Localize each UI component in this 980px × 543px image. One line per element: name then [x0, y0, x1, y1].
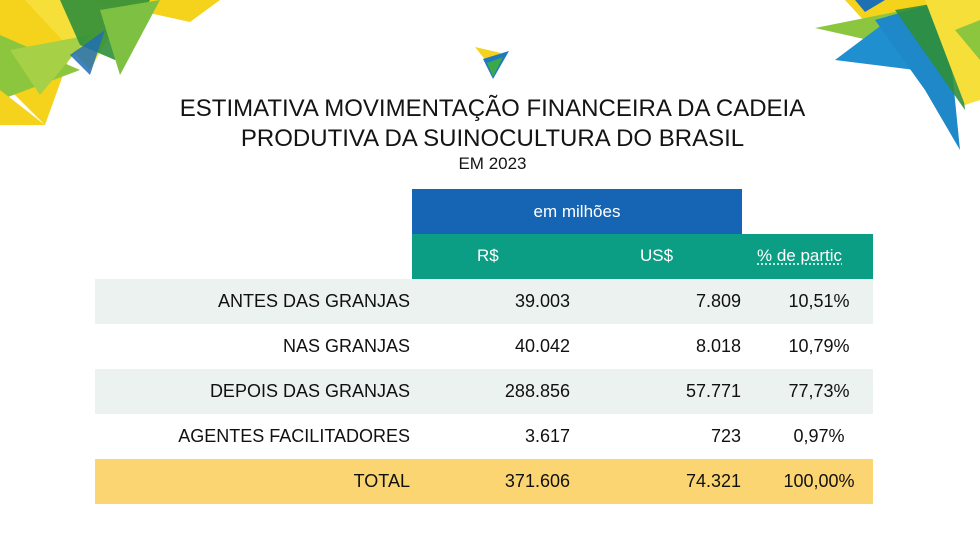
row-label: ANTES DAS GRANJAS	[218, 291, 410, 312]
logo-mark	[473, 45, 513, 83]
row-brl: 39.003	[515, 291, 570, 312]
row-pct: 0,97%	[769, 426, 869, 447]
row-label: DEPOIS DAS GRANJAS	[210, 381, 410, 402]
table-row: AGENTES FACILITADORES 3.617 723 0,97%	[95, 414, 873, 459]
table-total-row: TOTAL 371.606 74.321 100,00%	[95, 459, 873, 504]
row-usd: 723	[711, 426, 741, 447]
row-usd: 57.771	[686, 381, 741, 402]
table-row: NAS GRANJAS 40.042 8.018 10,79%	[95, 324, 873, 369]
column-header-brl: R$	[477, 246, 499, 266]
table-row: ANTES DAS GRANJAS 39.003 7.809 10,51%	[95, 279, 873, 324]
row-brl: 288.856	[505, 381, 570, 402]
row-usd: 7.809	[696, 291, 741, 312]
header-columns: R$ US$ % de partic	[412, 234, 873, 279]
header-units: em milhões	[412, 189, 742, 234]
page-title-line1: ESTIMATIVA MOVIMENTAÇÃO FINANCEIRA DA CA…	[0, 94, 980, 124]
page-subtitle: EM 2023	[0, 154, 980, 174]
column-header-usd: US$	[640, 246, 673, 266]
row-label: AGENTES FACILITADORES	[178, 426, 410, 447]
row-pct: 10,79%	[769, 336, 869, 357]
table-row: DEPOIS DAS GRANJAS 288.856 57.771 77,73%	[95, 369, 873, 414]
header-units-label: em milhões	[534, 202, 621, 222]
page-title-line2: PRODUTIVA DA SUINOCULTURA DO BRASIL	[0, 124, 980, 154]
total-label: TOTAL	[354, 471, 410, 492]
row-brl: 3.617	[525, 426, 570, 447]
row-usd: 8.018	[696, 336, 741, 357]
column-header-pct: % de partic	[757, 246, 842, 266]
total-brl: 371.606	[505, 471, 570, 492]
row-label: NAS GRANJAS	[283, 336, 410, 357]
total-pct: 100,00%	[769, 471, 869, 492]
row-pct: 77,73%	[769, 381, 869, 402]
total-usd: 74.321	[686, 471, 741, 492]
row-pct: 10,51%	[769, 291, 869, 312]
row-brl: 40.042	[515, 336, 570, 357]
